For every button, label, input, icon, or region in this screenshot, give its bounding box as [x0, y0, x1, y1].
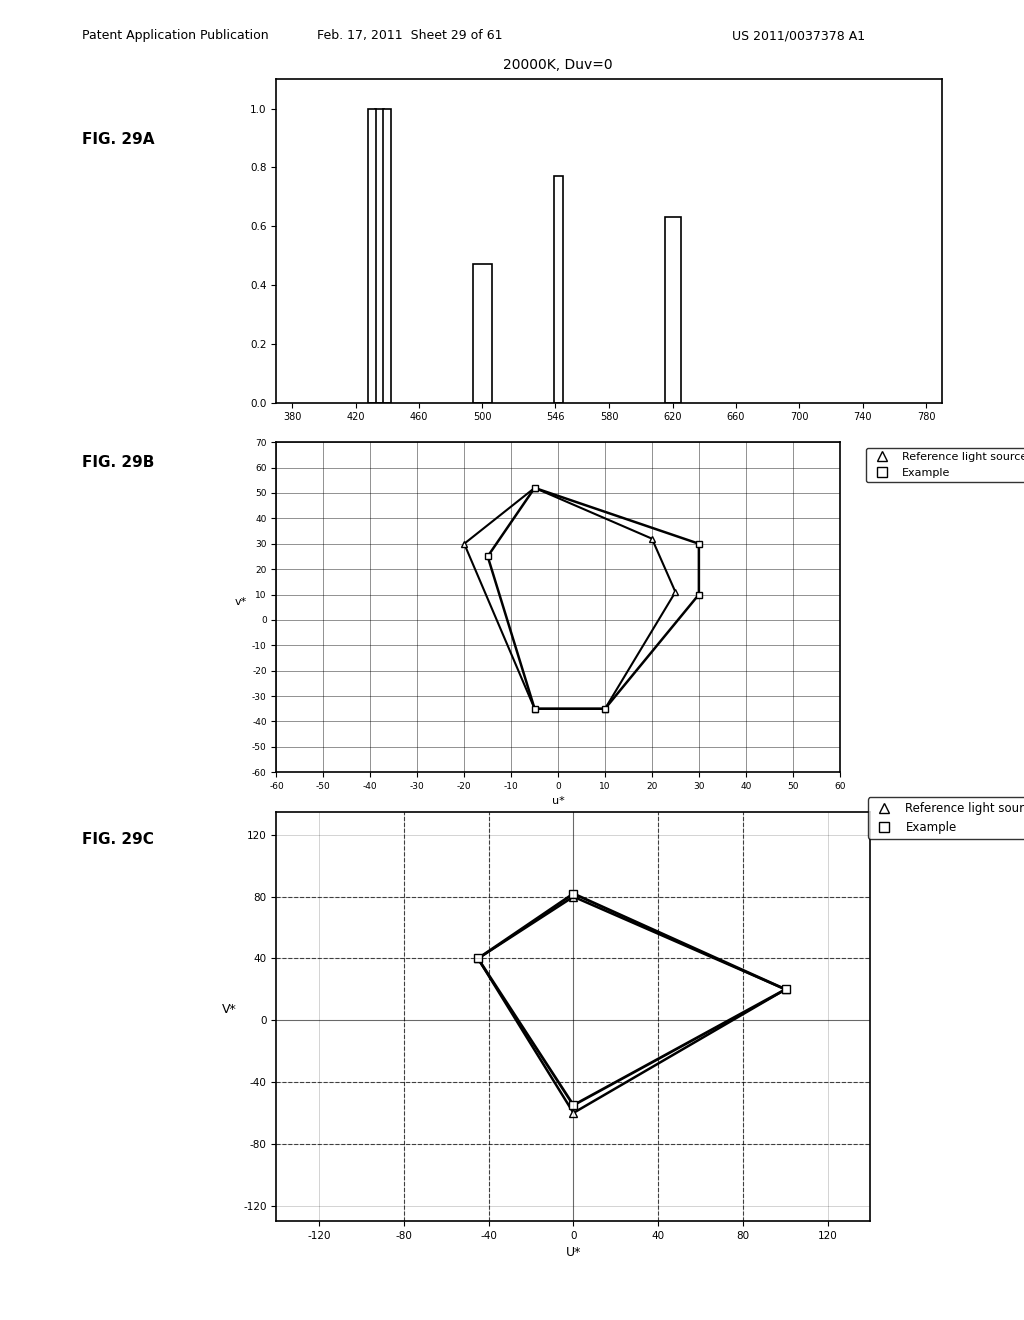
- Text: 20000K, Duv=0: 20000K, Duv=0: [503, 58, 613, 71]
- Bar: [473, 264, 492, 403]
- X-axis label: u*: u*: [552, 796, 564, 807]
- Text: FIG. 29C: FIG. 29C: [82, 832, 154, 846]
- Bar: [554, 177, 563, 403]
- Bar: [383, 108, 391, 403]
- Text: US 2011/0037378 A1: US 2011/0037378 A1: [732, 29, 865, 42]
- Text: Feb. 17, 2011  Sheet 29 of 61: Feb. 17, 2011 Sheet 29 of 61: [316, 29, 503, 42]
- Y-axis label: v*: v*: [234, 597, 247, 607]
- Y-axis label: V*: V*: [222, 1003, 237, 1016]
- Text: Patent Application Publication: Patent Application Publication: [82, 29, 268, 42]
- X-axis label: U*: U*: [565, 1246, 582, 1259]
- Legend: Reference light source, Example: Reference light source, Example: [866, 447, 1024, 482]
- Text: FIG. 29B: FIG. 29B: [82, 455, 155, 470]
- Bar: [665, 218, 681, 403]
- Text: FIG. 29A: FIG. 29A: [82, 132, 155, 147]
- Bar: [368, 108, 376, 403]
- Bar: [375, 108, 384, 403]
- Legend: Reference light source, Example: Reference light source, Example: [867, 797, 1024, 838]
